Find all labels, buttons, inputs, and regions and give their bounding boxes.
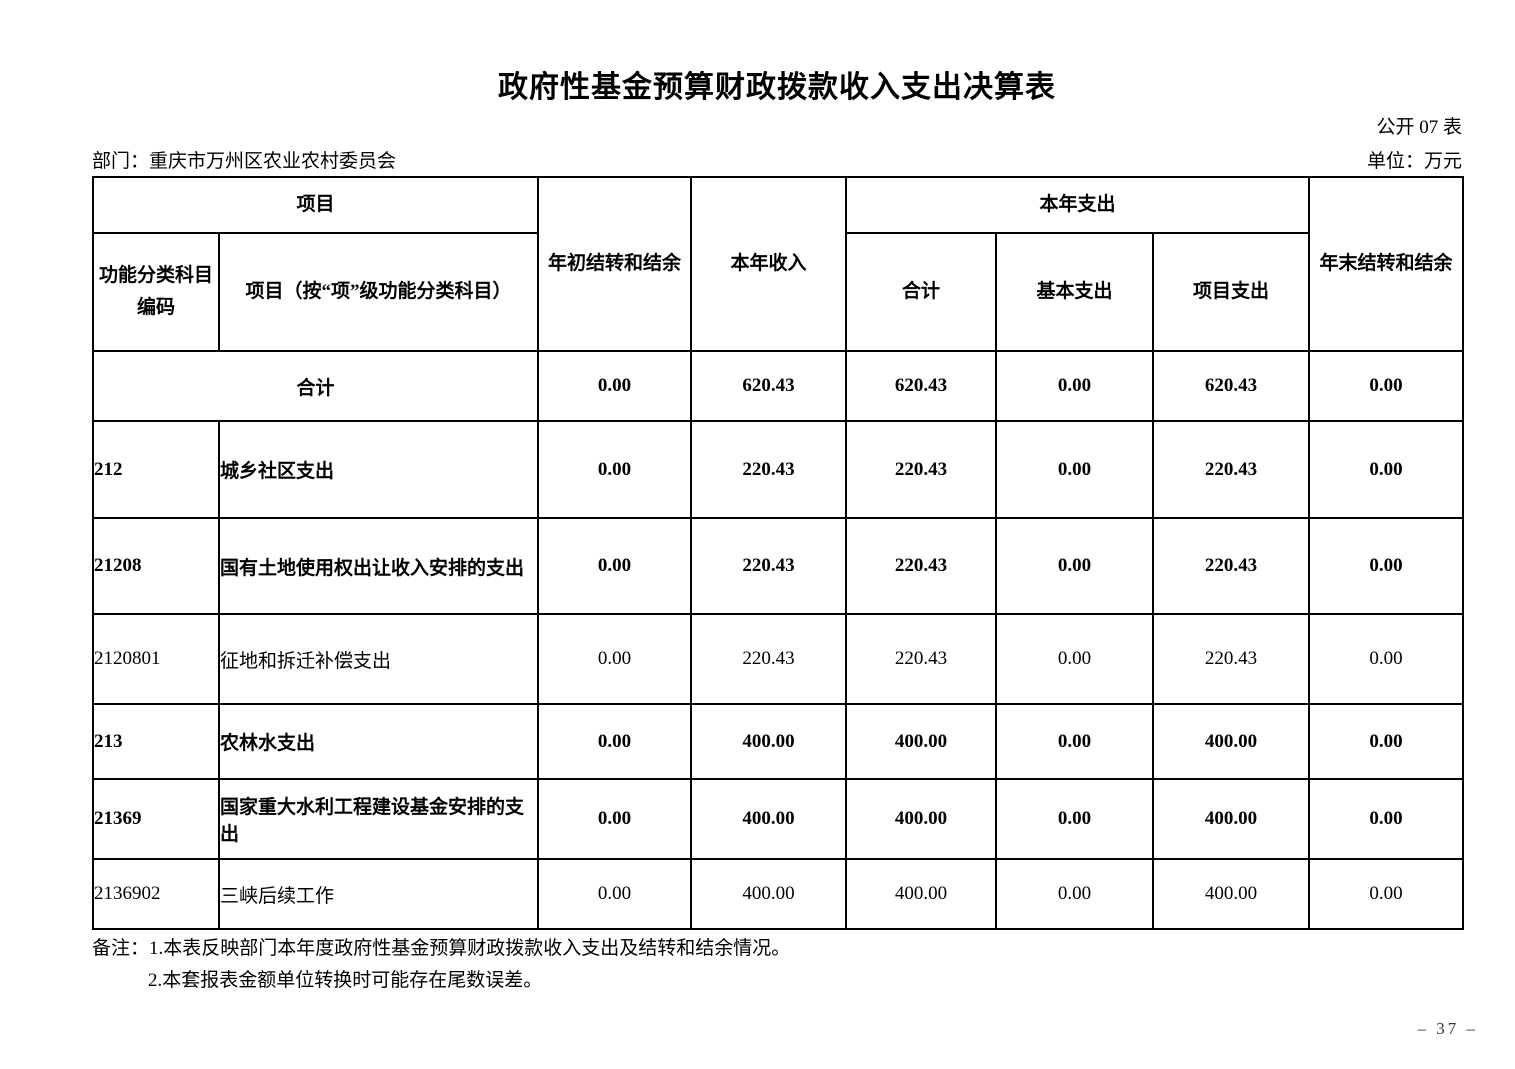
table-row: 2120801 征地和拆迁补偿支出 0.00 220.43 220.43 0.0… [92, 613, 1465, 705]
header-current-income: 本年收入 [690, 176, 848, 352]
footnote-line-2: 2.本套报表金额单位转换时可能存在尾数误差。 [148, 970, 543, 991]
row-code: 212 [92, 420, 220, 519]
header-expenditure-total: 合计 [845, 232, 998, 352]
header-project-detail: 项目（按“项”级功能分类科目） [217, 232, 540, 352]
cell-current-income: 220.43 [690, 420, 848, 519]
table-number: 公开 07 表 [1376, 117, 1462, 138]
cell-project-expenditure: 400.00 [1152, 703, 1311, 780]
cell-current-income: 620.43 [690, 350, 848, 422]
unit-label: 单位：万元 [1366, 151, 1462, 172]
row-code: 21208 [92, 517, 220, 615]
cell-opening-balance: 0.00 [537, 703, 693, 780]
cell-basic-expenditure: 0.00 [995, 420, 1155, 519]
row-code: 2136902 [92, 858, 220, 930]
cell-closing-balance: 0.00 [1308, 858, 1465, 930]
cell-basic-expenditure: 0.00 [995, 703, 1155, 780]
page-number: – 37 – [1417, 1019, 1478, 1038]
footnote-line-1: 备注：1.本表反映部门本年度政府性基金预算财政拨款收入支出及结转和结余情况。 [92, 938, 791, 959]
cell-expenditure-total: 400.00 [845, 778, 998, 860]
cell-basic-expenditure: 0.00 [995, 350, 1155, 422]
header-closing-balance: 年末结转和结余 [1308, 176, 1465, 352]
header-function-code: 功能分类科目编码 [92, 232, 220, 352]
cell-opening-balance: 0.00 [537, 613, 693, 705]
header-project-group: 项目 [91, 176, 540, 234]
cell-closing-balance: 0.00 [1308, 350, 1465, 422]
cell-expenditure-total: 220.43 [845, 420, 998, 519]
header-basic-expenditure: 基本支出 [995, 232, 1155, 352]
cell-expenditure-total: 620.43 [845, 350, 998, 422]
cell-project-expenditure: 400.00 [1152, 778, 1311, 860]
row-name: 征地和拆迁补偿支出 [217, 613, 540, 705]
table-row: 212 城乡社区支出 0.00 220.43 220.43 0.00 220.4… [92, 420, 1465, 519]
cell-closing-balance: 0.00 [1308, 778, 1465, 860]
row-name: 农林水支出 [217, 703, 540, 780]
cell-basic-expenditure: 0.00 [995, 517, 1155, 615]
page-title: 政府性基金预算财政拨款收入支出决算表 [498, 71, 1056, 104]
row-code: 21369 [92, 778, 220, 860]
cell-expenditure-total: 220.43 [845, 517, 998, 615]
table-row: 213 农林水支出 0.00 400.00 400.00 0.00 400.00… [92, 703, 1465, 780]
cell-current-income: 220.43 [690, 517, 848, 615]
cell-project-expenditure: 400.00 [1152, 858, 1311, 930]
header-expenditure-group: 本年支出 [845, 176, 1311, 234]
header-project-expenditure: 项目支出 [1152, 232, 1311, 352]
row-name: 城乡社区支出 [217, 420, 540, 519]
cell-opening-balance: 0.00 [537, 350, 693, 422]
cell-project-expenditure: 220.43 [1152, 420, 1311, 519]
row-name: 三峡后续工作 [217, 858, 540, 930]
cell-opening-balance: 0.00 [537, 517, 693, 615]
cell-expenditure-total: 220.43 [845, 613, 998, 705]
cell-expenditure-total: 400.00 [845, 858, 998, 930]
row-name: 国家重大水利工程建设基金安排的支出 [217, 778, 540, 860]
cell-closing-balance: 0.00 [1308, 613, 1465, 705]
row-code: 2120801 [92, 613, 220, 705]
row-code: 213 [92, 703, 220, 780]
row-name: 合计 [91, 350, 540, 422]
table-row: 21369 国家重大水利工程建设基金安排的支出 0.00 400.00 400.… [92, 778, 1465, 860]
cell-project-expenditure: 220.43 [1152, 613, 1311, 705]
cell-project-expenditure: 620.43 [1152, 350, 1311, 422]
cell-current-income: 400.00 [690, 778, 848, 860]
header-row-1: 项目 年初结转和结余 本年收入 本年支出 年末结转和结余 [91, 176, 1465, 352]
row-name: 国有土地使用权出让收入安排的支出 [217, 517, 540, 615]
cell-opening-balance: 0.00 [537, 778, 693, 860]
meta-line: 部门：重庆市万州区农业农村委员会 单位：万元 [92, 146, 1462, 173]
cell-project-expenditure: 220.43 [1152, 517, 1311, 615]
table-row-total: 合计 0.00 620.43 620.43 0.00 620.43 0.00 [91, 350, 1465, 422]
cell-closing-balance: 0.00 [1308, 703, 1465, 780]
cell-closing-balance: 0.00 [1308, 420, 1465, 519]
cell-current-income: 400.00 [690, 858, 848, 930]
table-row: 21208 国有土地使用权出让收入安排的支出 0.00 220.43 220.4… [92, 517, 1465, 615]
cell-closing-balance: 0.00 [1308, 517, 1465, 615]
cell-basic-expenditure: 0.00 [995, 613, 1155, 705]
cell-basic-expenditure: 0.00 [995, 858, 1155, 930]
cell-basic-expenditure: 0.00 [995, 778, 1155, 860]
table-row: 2136902 三峡后续工作 0.00 400.00 400.00 0.00 4… [92, 858, 1465, 930]
cell-opening-balance: 0.00 [537, 858, 693, 930]
cell-current-income: 220.43 [690, 613, 848, 705]
department-label: 部门：重庆市万州区农业农村委员会 [92, 151, 397, 172]
cell-current-income: 400.00 [690, 703, 848, 780]
cell-opening-balance: 0.00 [537, 420, 693, 519]
footnotes: 备注：1.本表反映部门本年度政府性基金预算财政拨款收入支出及结转和结余情况。 2… [92, 933, 790, 997]
header-row-2: 功能分类科目编码 项目（按“项”级功能分类科目） 合计 基本支出 项目支出 [92, 232, 1463, 352]
header-opening-balance: 年初结转和结余 [537, 176, 693, 352]
cell-expenditure-total: 400.00 [845, 703, 998, 780]
budget-table: 项目 年初结转和结余 本年收入 本年支出 年末结转和结余 功能分类科目编码 项目… [91, 176, 1465, 930]
